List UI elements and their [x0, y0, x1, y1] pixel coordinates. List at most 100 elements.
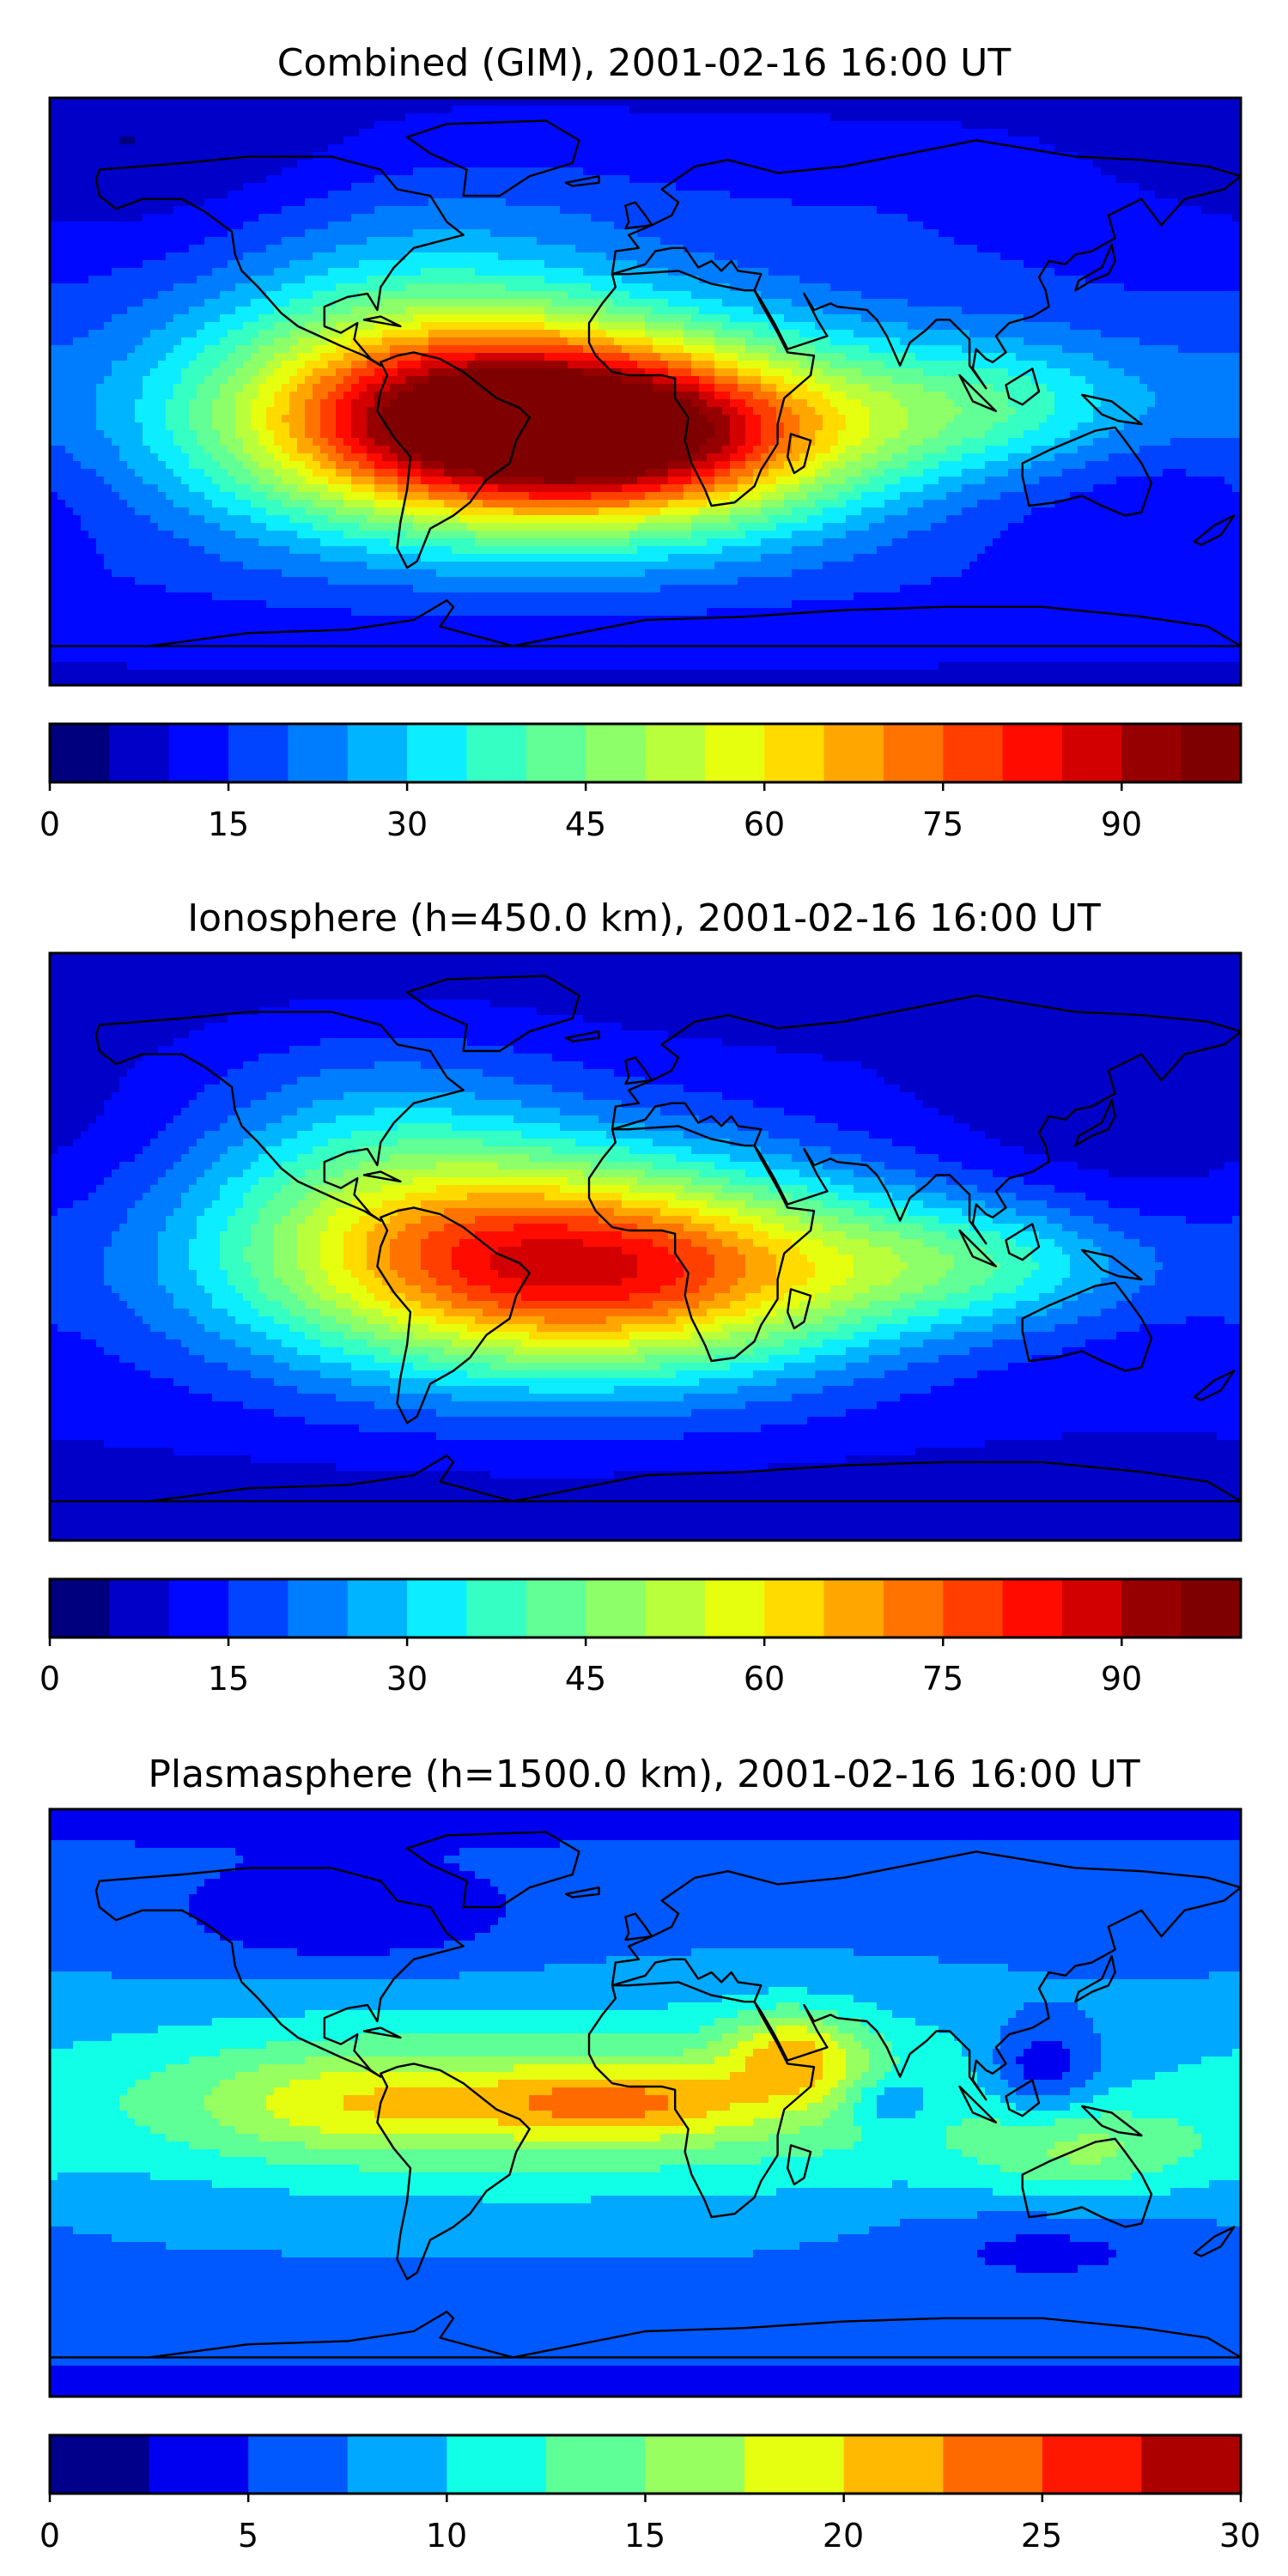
heatmap-cell: [398, 214, 406, 222]
heatmap-cell: [96, 206, 105, 215]
heatmap-cell: [490, 160, 499, 168]
heatmap-cell: [467, 137, 476, 145]
heatmap-cell: [985, 121, 993, 130]
heatmap-cell: [1016, 183, 1024, 191]
heatmap-cell: [173, 167, 182, 176]
heatmap-cell: [452, 144, 460, 153]
heatmap-cell: [915, 183, 924, 191]
heatmap-cell: [498, 144, 507, 153]
heatmap-cell: [544, 160, 553, 168]
heatmap-cell: [135, 167, 143, 176]
heatmap-cell: [761, 214, 769, 222]
heatmap-cell: [946, 167, 955, 176]
heatmap-cell: [521, 167, 530, 176]
heatmap-cell: [1217, 106, 1225, 114]
heatmap-cell: [135, 137, 143, 145]
heatmap-cell: [575, 106, 584, 114]
heatmap-cell: [58, 144, 66, 153]
heatmap-cell: [1039, 198, 1048, 207]
heatmap-cell: [1101, 160, 1109, 168]
heatmap-cell: [1024, 137, 1032, 145]
heatmap-cell: [714, 191, 723, 199]
heatmap-cell: [506, 175, 514, 184]
heatmap-cell: [305, 175, 313, 184]
heatmap-cell: [761, 129, 769, 137]
heatmap-cell: [908, 191, 916, 199]
heatmap-cell: [1194, 113, 1202, 122]
heatmap-cell: [993, 144, 1001, 153]
heatmap-cell: [1217, 175, 1225, 184]
heatmap-cell: [645, 183, 653, 191]
heatmap-cell: [336, 175, 344, 184]
heatmap-cell: [81, 167, 89, 176]
heatmap-cell: [939, 113, 947, 122]
heatmap-cell: [877, 198, 885, 207]
heatmap-cell: [923, 137, 932, 145]
heatmap-cell: [351, 183, 360, 191]
heatmap-cell: [351, 167, 360, 176]
heatmap-cell: [962, 206, 970, 215]
heatmap-cell: [258, 198, 267, 207]
heatmap-cell: [660, 160, 669, 168]
heatmap-cell: [1101, 106, 1109, 114]
heatmap-cell: [1085, 106, 1094, 114]
heatmap-cell: [931, 152, 939, 161]
heatmap-cell: [475, 129, 483, 137]
heatmap-cell: [660, 129, 669, 137]
heatmap-cell: [985, 198, 993, 207]
heatmap-cell: [544, 191, 553, 199]
heatmap-cell: [1186, 137, 1194, 145]
heatmap-cell: [1224, 106, 1233, 114]
heatmap-cell: [606, 198, 615, 207]
heatmap-cell: [212, 144, 221, 153]
heatmap-cell: [1031, 198, 1040, 207]
heatmap-cell: [877, 214, 885, 222]
heatmap-cell: [274, 191, 283, 199]
heatmap-cell: [336, 198, 344, 207]
heatmap-cell: [568, 121, 576, 130]
heatmap-cell: [483, 160, 491, 168]
heatmap-cell: [1194, 121, 1202, 130]
heatmap-cell: [1008, 152, 1017, 161]
heatmap-cell: [1085, 129, 1094, 137]
heatmap-cell: [1047, 167, 1055, 176]
heatmap-cell: [1170, 152, 1179, 161]
heatmap-cell: [421, 160, 429, 168]
heatmap-cell: [127, 106, 136, 114]
heatmap-cell: [351, 129, 360, 137]
heatmap-cell: [343, 198, 352, 207]
heatmap-cell: [1093, 144, 1102, 153]
heatmap-cell: [629, 152, 638, 161]
heatmap-cell: [444, 137, 453, 145]
heatmap-cell: [197, 222, 205, 230]
heatmap-cell: [1116, 106, 1125, 114]
heatmap-cell: [413, 198, 422, 207]
heatmap-cell: [1031, 183, 1040, 191]
heatmap-cell: [1016, 160, 1024, 168]
heatmap-cell: [583, 214, 592, 222]
heatmap-cell: [1147, 191, 1156, 199]
heatmap-cell: [428, 167, 437, 176]
heatmap-cell: [1054, 137, 1063, 145]
heatmap-cell: [529, 137, 538, 145]
heatmap-cell: [506, 206, 514, 215]
heatmap-cell: [653, 175, 661, 184]
heatmap-cell: [884, 214, 893, 222]
heatmap-cell: [537, 198, 545, 207]
heatmap-cell: [212, 106, 221, 114]
heatmap-cell: [235, 160, 244, 168]
heatmap-cell: [204, 167, 213, 176]
heatmap-cell: [1116, 160, 1125, 168]
heatmap-cell: [1024, 175, 1032, 184]
heatmap-cell: [135, 113, 143, 122]
heatmap-cell: [1217, 137, 1225, 145]
heatmap-cell: [166, 206, 174, 215]
heatmap-cell: [498, 167, 507, 176]
heatmap-cell: [313, 129, 321, 137]
heatmap-cell: [784, 106, 793, 114]
heatmap-cell: [738, 191, 746, 199]
heatmap-cell: [807, 160, 816, 168]
heatmap-cell: [1024, 160, 1032, 168]
heatmap-cell: [799, 106, 808, 114]
heatmap-cell: [444, 206, 453, 215]
